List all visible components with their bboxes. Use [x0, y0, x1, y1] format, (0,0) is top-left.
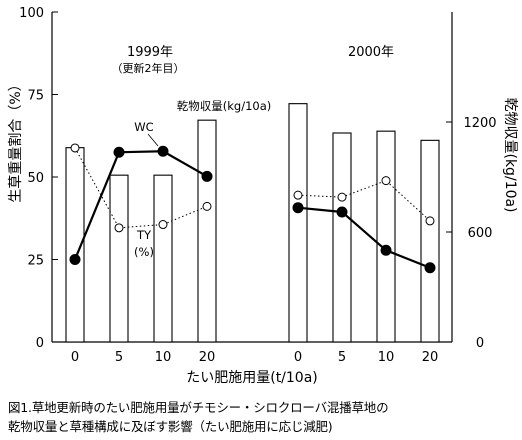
x-axis-title: たい肥施用量(t/10a) — [186, 370, 318, 386]
x-tick-label: 20 — [422, 350, 439, 365]
x-tick-label: 20 — [199, 350, 216, 365]
wc-line — [73, 150, 208, 260]
ty-point — [158, 220, 168, 230]
group-subtitle-1999: （更新2年目） — [112, 61, 185, 75]
right-tick-label: 600 — [468, 226, 493, 241]
wc-point — [69, 254, 81, 265]
ty-series — [70, 143, 435, 233]
yield-bar — [376, 130, 396, 343]
ty-line — [74, 147, 208, 229]
wc-point — [292, 202, 304, 214]
wc-line — [297, 206, 431, 269]
left-tick-label: 75 — [27, 89, 44, 104]
group-title-1999: 1999年 — [127, 45, 173, 60]
bar-series-label: 乾物収量(kg/10a) — [177, 99, 272, 113]
yield-bar — [109, 174, 129, 343]
wc-point — [336, 206, 348, 218]
x-tick-label: 5 — [115, 350, 123, 365]
yield-bar — [420, 139, 440, 343]
right-axis-ticks: 0 600 1200 — [446, 116, 497, 351]
left-axis-title: 生草重量割合（%） — [7, 77, 24, 202]
ty-point — [293, 190, 303, 200]
figure-caption: 図1.草地更新時のたい肥施用量がチモシー・シロクローバ混播草地の 乾物収量と草種… — [8, 398, 518, 436]
left-tick-label: 50 — [27, 171, 44, 186]
yield-bar — [197, 119, 217, 343]
wc-point — [424, 262, 436, 274]
group-title-2000: 2000年 — [348, 45, 394, 60]
x-tick-label: 5 — [338, 350, 346, 365]
yield-bar — [288, 103, 308, 343]
yield-bar — [332, 132, 352, 343]
bar-series — [65, 103, 440, 343]
left-tick-label: 0 — [36, 336, 44, 351]
wc-label-leader — [147, 133, 159, 147]
chart-canvas: 0 25 50 75 100 0 600 1200 0 5 10 20 0 5 10 20 生草重量割合（… — [7, 6, 518, 386]
left-axis-ticks: 0 25 50 75 100 — [19, 6, 58, 351]
wc-series-label: WC — [134, 120, 153, 134]
x-axis-tick-labels: 0 5 10 20 0 5 10 20 — [71, 350, 438, 365]
wc-point — [380, 244, 392, 256]
left-tick-label: 25 — [27, 254, 44, 269]
ty-point — [337, 192, 347, 202]
wc-point — [113, 146, 125, 158]
wc-point — [201, 170, 213, 182]
ty-series-label: TY — [136, 228, 152, 242]
caption-line-2: 乾物収量と草種構成に及ぼす影響（たい肥施用に応じ減肥) — [8, 419, 333, 434]
ty-point — [381, 176, 391, 186]
caption-line-1: 図1.草地更新時のたい肥施用量がチモシー・シロクローバ混播草地の — [8, 400, 389, 415]
ty-series-unit: (%) — [134, 245, 154, 259]
right-tick-label: 0 — [476, 336, 484, 351]
ty-point — [70, 143, 80, 153]
left-tick-label: 100 — [19, 6, 44, 21]
x-tick-label: 0 — [294, 350, 302, 365]
right-axis-title: 乾物収量(kg/10a) — [502, 97, 518, 212]
yield-bar — [153, 174, 173, 343]
wc-point — [157, 145, 169, 157]
x-tick-label: 0 — [71, 350, 79, 365]
ty-point — [114, 223, 124, 233]
x-tick-label: 10 — [155, 350, 172, 365]
ty-point — [425, 216, 435, 226]
ty-line — [297, 180, 431, 222]
wc-series — [69, 145, 436, 274]
x-tick-label: 10 — [378, 350, 395, 365]
right-tick-label: 1200 — [463, 116, 496, 131]
ty-point — [202, 201, 212, 211]
